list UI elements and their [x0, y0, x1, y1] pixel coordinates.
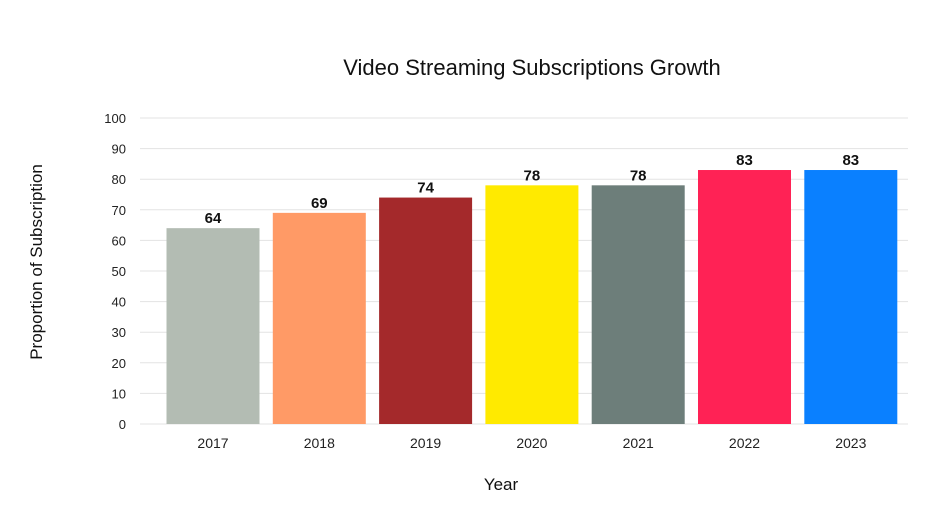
y-tick-label-20: 20 — [112, 356, 126, 371]
y-tick-label-40: 40 — [112, 295, 126, 310]
bar-2023 — [804, 170, 898, 424]
data-label-2022: 83 — [736, 152, 753, 169]
y-tick-label-70: 70 — [112, 203, 126, 218]
bars — [166, 170, 898, 424]
bar-2022 — [698, 170, 791, 424]
data-label-2023: 83 — [842, 152, 859, 169]
x-tick-label-2021: 2021 — [623, 435, 654, 451]
x-axis-label: Year — [484, 475, 519, 494]
x-tick-label-2017: 2017 — [197, 435, 228, 451]
y-tick-label-60: 60 — [112, 233, 126, 248]
data-label-2021: 78 — [630, 167, 647, 184]
bar-2019 — [379, 197, 473, 424]
x-tick-label-2018: 2018 — [304, 435, 335, 451]
data-label-2020: 78 — [524, 167, 541, 184]
x-axis-ticks: 2017 2018 2019 2020 2021 2022 2023 — [197, 435, 866, 451]
x-tick-label-2023: 2023 — [835, 435, 866, 451]
x-tick-label-2019: 2019 — [410, 435, 441, 451]
x-tick-label-2020: 2020 — [516, 435, 547, 451]
data-label-2017: 64 — [205, 210, 222, 227]
y-axis-ticks: 0 10 20 30 40 50 60 70 80 90 100 — [104, 111, 126, 432]
data-label-2018: 69 — [311, 195, 328, 212]
y-tick-label-100: 100 — [104, 111, 126, 126]
y-tick-label-10: 10 — [112, 386, 126, 401]
y-tick-label-50: 50 — [112, 264, 126, 279]
y-tick-label-0: 0 — [119, 417, 126, 432]
bar-2020 — [485, 185, 579, 424]
data-label-2019: 74 — [417, 180, 434, 197]
y-axis-label: Proportion of Subscription — [27, 164, 46, 360]
bar-2021 — [591, 185, 685, 424]
data-labels: 64 69 74 78 78 83 83 — [205, 152, 859, 227]
chart-title: Video Streaming Subscriptions Growth — [343, 55, 720, 80]
y-tick-label-80: 80 — [112, 172, 126, 187]
y-tick-label-30: 30 — [112, 325, 126, 340]
x-tick-label-2022: 2022 — [729, 435, 760, 451]
bar-2018 — [272, 212, 366, 424]
y-tick-label-90: 90 — [112, 142, 126, 157]
bar-2017 — [166, 228, 260, 424]
